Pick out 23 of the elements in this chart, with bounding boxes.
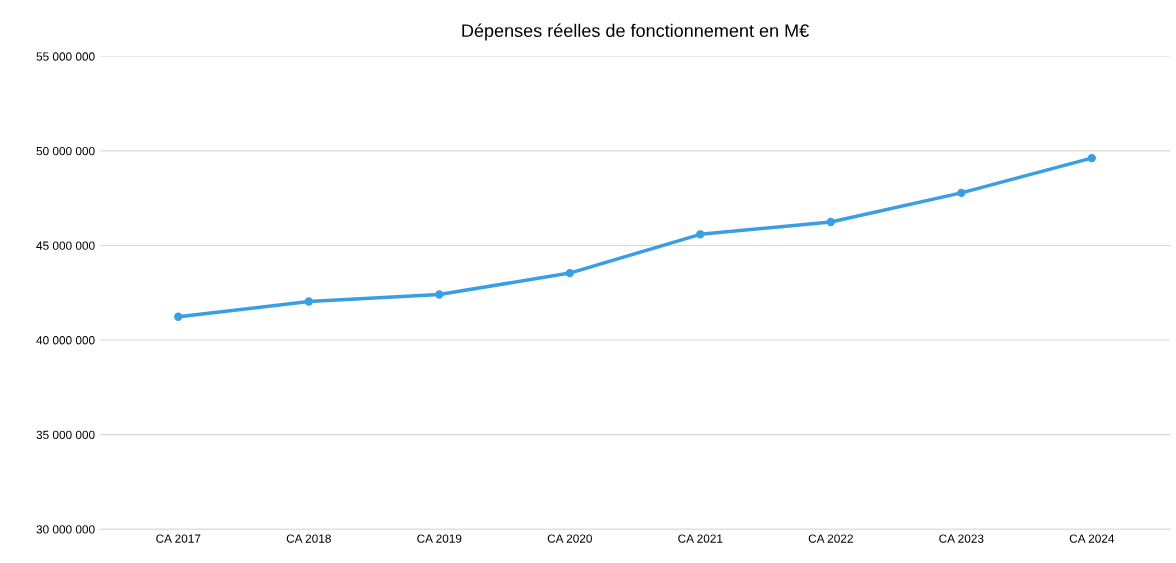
x-tick-label: CA 2018 bbox=[286, 534, 331, 543]
point bbox=[435, 290, 444, 299]
point bbox=[565, 268, 574, 278]
x-tick-label: CA 2022 bbox=[808, 534, 853, 543]
y-tick-label: 55 000 000 bbox=[36, 52, 95, 61]
y-tick-label: 35 000 000 bbox=[36, 430, 95, 440]
x-tick-label: CA 2021 bbox=[678, 534, 723, 543]
x-tick-label: CA 2017 bbox=[156, 534, 201, 543]
y-tick-label: 45 000 000 bbox=[36, 241, 95, 250]
point bbox=[304, 297, 313, 306]
x-tick-label: CA 2020 bbox=[547, 534, 592, 543]
point bbox=[826, 217, 835, 227]
point bbox=[1087, 153, 1096, 163]
chart-title: Dépenses réelles de fonctionnement en M€ bbox=[462, 23, 809, 41]
point bbox=[696, 230, 705, 239]
y-tick-label: 50 000 000 bbox=[36, 146, 95, 156]
y-tick-label: 30 000 000 bbox=[36, 525, 95, 534]
x-tick-label: CA 2024 bbox=[1069, 534, 1115, 543]
point bbox=[957, 188, 966, 198]
x-tick-label: CA 2019 bbox=[417, 534, 462, 543]
point bbox=[174, 312, 183, 321]
y-tick-label: 40 000 000 bbox=[36, 336, 95, 345]
x-tick-label: CA 2023 bbox=[939, 534, 984, 543]
